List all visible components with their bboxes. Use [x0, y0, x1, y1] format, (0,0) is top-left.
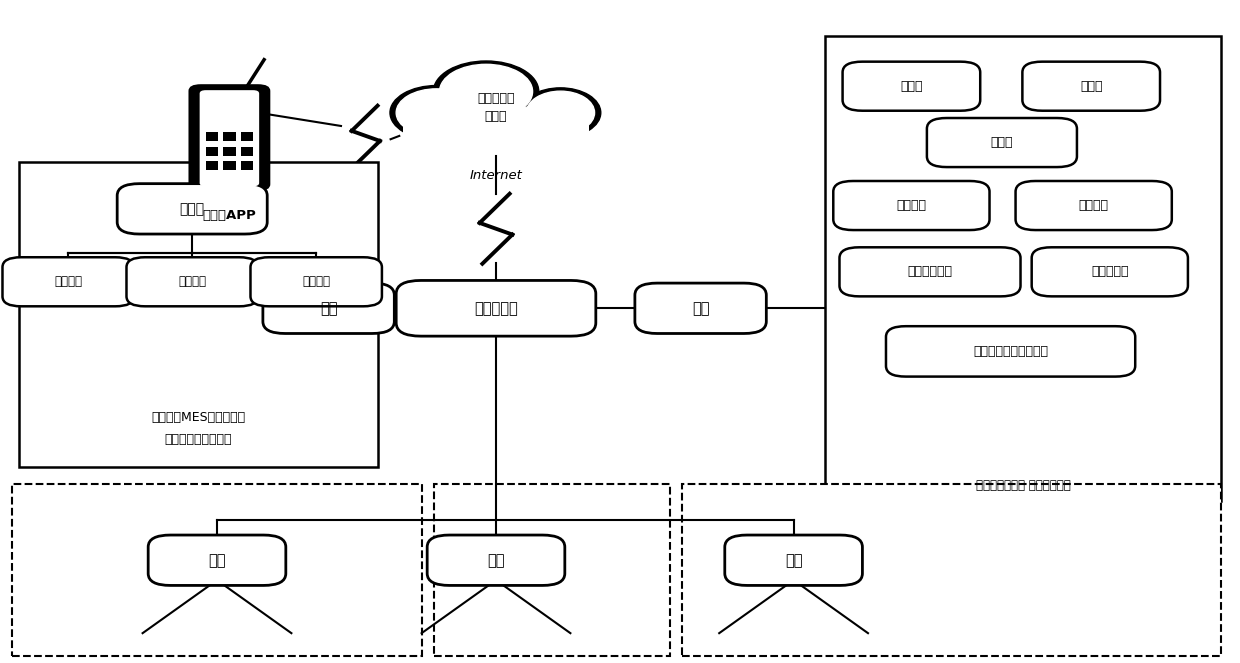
FancyBboxPatch shape: [117, 184, 267, 234]
Text: 采集: 采集: [320, 301, 337, 316]
FancyBboxPatch shape: [635, 283, 766, 333]
Bar: [241, 147, 253, 156]
Bar: [241, 161, 253, 170]
Text: 各种办公类业务服务器: 各种办公类业务服务器: [973, 345, 1048, 358]
Text: 业务终端: 业务终端: [179, 275, 206, 288]
FancyBboxPatch shape: [200, 90, 259, 186]
Ellipse shape: [415, 102, 577, 147]
Text: 络设备及关键业务点: 络设备及关键业务点: [165, 433, 232, 446]
Bar: [434, 484, 670, 656]
FancyBboxPatch shape: [843, 62, 980, 111]
FancyBboxPatch shape: [427, 535, 565, 585]
Bar: [12, 484, 422, 656]
Text: 核心交换: 核心交换: [897, 199, 926, 212]
Text: 手机端APP: 手机端APP: [202, 209, 257, 222]
FancyBboxPatch shape: [149, 535, 285, 585]
FancyBboxPatch shape: [250, 257, 382, 306]
Text: 分析服务器: 分析服务器: [474, 301, 518, 316]
Text: Internet: Internet: [470, 169, 522, 182]
Bar: [206, 161, 218, 170]
Text: 网络摄像机: 网络摄像机: [1091, 265, 1128, 278]
Ellipse shape: [521, 88, 600, 137]
FancyBboxPatch shape: [885, 326, 1136, 377]
Bar: [403, 123, 589, 149]
Ellipse shape: [422, 105, 570, 144]
Bar: [223, 147, 236, 156]
Bar: [223, 132, 236, 141]
Ellipse shape: [389, 86, 484, 140]
Text: 路由器: 路由器: [991, 136, 1013, 149]
FancyBboxPatch shape: [1032, 247, 1188, 296]
FancyBboxPatch shape: [126, 257, 258, 306]
Text: 服务器: 服务器: [180, 202, 205, 216]
FancyBboxPatch shape: [1016, 181, 1172, 230]
Text: 防火墙: 防火墙: [1080, 80, 1102, 93]
FancyBboxPatch shape: [397, 280, 595, 336]
Bar: [206, 147, 218, 156]
Text: 业务终端: 业务终端: [55, 275, 82, 288]
FancyBboxPatch shape: [928, 118, 1076, 167]
Ellipse shape: [440, 64, 533, 119]
Ellipse shape: [397, 89, 476, 137]
Text: 采集: 采集: [487, 553, 505, 568]
FancyBboxPatch shape: [839, 247, 1021, 296]
Bar: [223, 161, 236, 170]
Bar: [682, 484, 1221, 656]
FancyBboxPatch shape: [833, 181, 990, 230]
FancyBboxPatch shape: [263, 283, 394, 333]
FancyBboxPatch shape: [724, 535, 863, 585]
Bar: [206, 97, 253, 125]
Bar: [241, 132, 253, 141]
Text: 采集: 采集: [785, 553, 802, 568]
Text: 防火墙: 防火墙: [900, 80, 923, 93]
FancyBboxPatch shape: [188, 84, 270, 191]
Ellipse shape: [526, 91, 595, 134]
Ellipse shape: [434, 61, 539, 122]
Text: 汇聚交换: 汇聚交换: [1079, 199, 1109, 212]
Bar: [825, 36, 1221, 501]
Text: 云或物联网
服务器: 云或物联网 服务器: [477, 92, 515, 123]
Bar: [19, 162, 378, 467]
Text: 采集: 采集: [208, 553, 226, 568]
FancyBboxPatch shape: [2, 257, 134, 306]
Bar: [206, 132, 218, 141]
Text: 厂域网关键设备 关键办公设备: 厂域网关键设备 关键办公设备: [976, 479, 1070, 493]
Text: 生产管控MES系统关键网: 生产管控MES系统关键网: [151, 411, 246, 424]
Text: 采集: 采集: [692, 301, 709, 316]
FancyBboxPatch shape: [1022, 62, 1161, 111]
Text: 业务终端: 业务终端: [303, 275, 330, 288]
Text: 主要接入交换: 主要接入交换: [908, 265, 952, 278]
